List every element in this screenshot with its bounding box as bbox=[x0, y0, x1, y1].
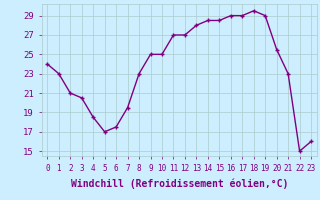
X-axis label: Windchill (Refroidissement éolien,°C): Windchill (Refroidissement éolien,°C) bbox=[70, 178, 288, 189]
